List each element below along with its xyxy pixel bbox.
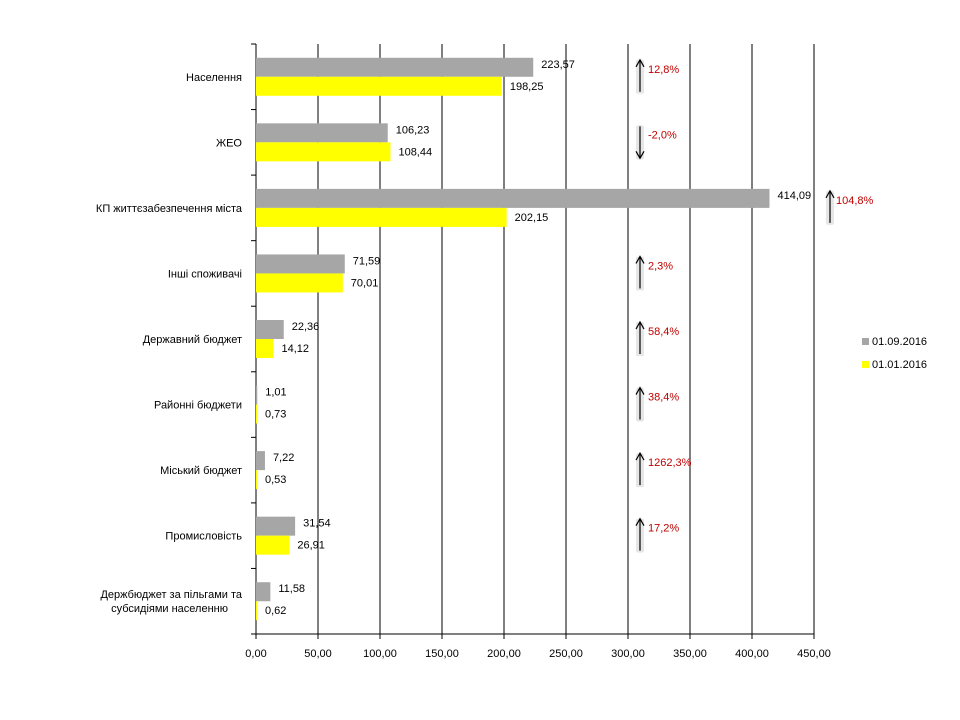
bar-series-2 xyxy=(256,601,257,621)
legend-swatch-series-2 xyxy=(862,361,869,368)
data-label-series-2: 26,91 xyxy=(297,540,325,552)
bar-series-2 xyxy=(256,470,257,490)
x-tick-label: 350,00 xyxy=(673,648,707,660)
change-percent-label: 58,4% xyxy=(648,326,679,338)
category-label: КП життєзабезпечення міста xyxy=(96,203,243,215)
up-arrow-head xyxy=(825,189,835,199)
up-arrow-head xyxy=(635,320,645,330)
data-label-series-2: 198,25 xyxy=(510,81,544,93)
x-tick-label: 50,00 xyxy=(304,648,332,660)
bar-series-2 xyxy=(256,273,343,293)
data-label-series-2: 108,44 xyxy=(398,146,432,158)
change-percent-label: -2,0% xyxy=(648,129,677,141)
up-arrow-head xyxy=(635,386,645,395)
data-label-series-1: 11,58 xyxy=(278,583,305,595)
data-label-series-1: 71,59 xyxy=(353,255,381,267)
data-label-series-1: 7,22 xyxy=(273,452,294,464)
x-tick-label: 0,00 xyxy=(245,648,266,660)
bar-series-1 xyxy=(256,57,534,77)
data-label-series-1: 1,01 xyxy=(265,387,286,399)
category-label: Міський бюджет xyxy=(160,465,242,477)
data-label-series-2: 0,73 xyxy=(265,409,286,421)
x-tick-label: 300,00 xyxy=(611,648,645,660)
category-label: Державний бюджет xyxy=(143,334,242,346)
category-label: Населення xyxy=(186,72,242,84)
bar-series-1 xyxy=(256,516,296,536)
up-arrow-head xyxy=(635,255,645,264)
up-arrow-head xyxy=(635,517,645,526)
down-arrow-head xyxy=(635,151,645,160)
bar-series-2 xyxy=(256,339,274,358)
x-tick-label: 100,00 xyxy=(363,648,397,660)
up-arrow-head xyxy=(635,58,645,68)
data-label-series-2: 202,15 xyxy=(515,212,549,224)
x-tick-label: 450,00 xyxy=(797,648,831,660)
data-label-series-1: 414,09 xyxy=(777,190,811,202)
bar-series-2 xyxy=(256,142,391,162)
category-label: Промисловість xyxy=(165,531,242,543)
bar-series-2 xyxy=(256,535,290,555)
legend-swatch-series-1 xyxy=(862,338,869,345)
bar-series-1 xyxy=(256,385,258,405)
x-tick-label: 400,00 xyxy=(735,648,769,660)
change-percent-label: 38,4% xyxy=(648,392,679,404)
x-tick-label: 200,00 xyxy=(487,648,521,660)
bar-series-2 xyxy=(256,404,257,424)
bar-series-2 xyxy=(256,207,507,227)
data-label-series-2: 0,62 xyxy=(265,605,286,617)
data-label-series-2: 0,53 xyxy=(265,474,286,486)
data-label-series-1: 22,36 xyxy=(292,321,320,333)
change-percent-label: 1262,3% xyxy=(648,457,692,469)
bar-series-1 xyxy=(256,188,770,208)
data-label-series-1: 31,54 xyxy=(303,518,331,530)
category-label: Держбюджет за пільгами та субсидіями насе… xyxy=(100,589,242,615)
data-label-series-1: 106,23 xyxy=(396,124,430,136)
bar-series-2 xyxy=(256,76,502,96)
bar-series-1 xyxy=(256,254,345,274)
bar-series-1 xyxy=(256,320,284,339)
up-arrow-head xyxy=(635,451,645,461)
change-percent-label: 2,3% xyxy=(648,260,673,272)
x-tick-label: 250,00 xyxy=(549,648,583,660)
change-percent-label: 104,8% xyxy=(836,195,874,207)
legend-label-series-2: 01.01.2016 xyxy=(872,359,927,371)
data-label-series-1: 223,57 xyxy=(541,59,575,71)
x-tick-label: 150,00 xyxy=(425,648,459,660)
change-percent-label: 12,8% xyxy=(648,64,679,76)
data-label-series-2: 14,12 xyxy=(282,343,310,355)
data-label-series-2: 70,01 xyxy=(351,277,379,289)
bar-series-1 xyxy=(256,451,265,471)
category-label: Районні бюджети xyxy=(154,400,242,412)
category-label: Інші споживачі xyxy=(168,268,242,280)
category-label: ЖЕО xyxy=(216,137,242,149)
bar-series-1 xyxy=(256,123,388,143)
change-percent-label: 17,2% xyxy=(648,523,679,535)
bar-series-1 xyxy=(256,582,271,602)
legend-label-series-1: 01.09.2016 xyxy=(872,336,927,348)
